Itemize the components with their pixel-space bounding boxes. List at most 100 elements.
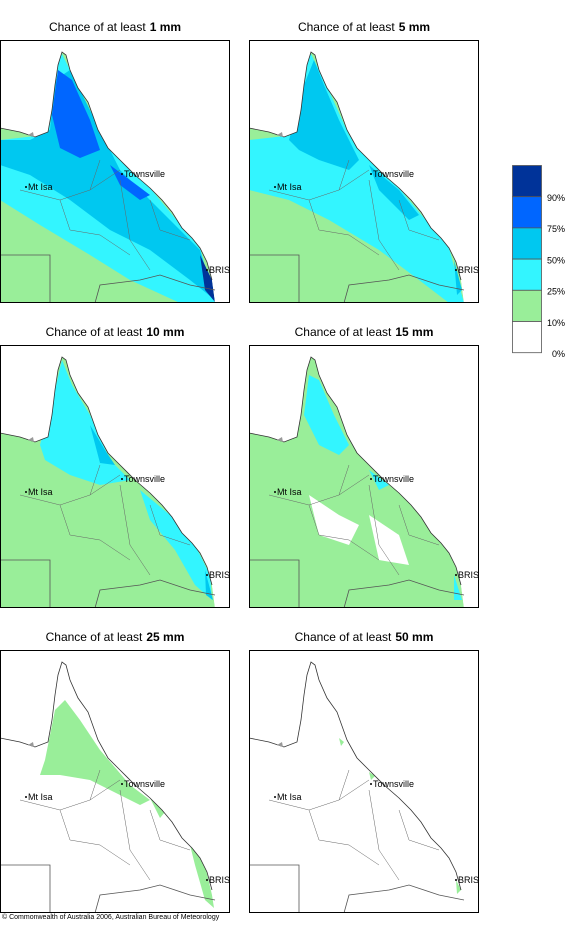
border [249, 864, 300, 913]
legend-label: 90% [547, 193, 565, 203]
place-marker [121, 173, 123, 175]
rain-zone [369, 772, 375, 780]
legend-label: 25% [547, 287, 565, 297]
district-line [119, 789, 151, 881]
legend-swatch [512, 165, 542, 198]
place-marker [25, 796, 27, 798]
island [28, 132, 34, 137]
border [94, 579, 216, 608]
title-text: Chance of at least [295, 630, 392, 644]
legend-label: 10% [547, 318, 565, 328]
rain-zones [0, 662, 215, 913]
place-label: BRIS [209, 570, 230, 580]
rain-zone [249, 662, 464, 913]
place-label: Townsville [373, 779, 414, 789]
legend-swatch [512, 227, 542, 260]
district-line [398, 504, 440, 546]
copyright: © Commonwealth of Australia 2006, Austra… [2, 913, 220, 921]
district-line [59, 809, 131, 866]
rain-amount: 10 mm [146, 325, 184, 339]
map-body [249, 650, 479, 913]
district-line [59, 199, 131, 256]
coastline [249, 356, 462, 586]
district-line [368, 179, 400, 271]
place-label: Townsville [373, 474, 414, 484]
rain-zone [309, 495, 359, 545]
border [343, 274, 465, 303]
legend-swatch [512, 321, 542, 354]
rain-zone [369, 515, 409, 565]
panel-title: Chance of at least 50 mm [295, 630, 434, 644]
place-label: Mt Isa [28, 182, 53, 192]
panel-title: Chance of at least 15 mm [295, 325, 434, 339]
rain-amount: 1 mm [150, 20, 181, 34]
place-label: Townsville [124, 779, 165, 789]
place-label: BRIS [458, 875, 479, 885]
place-marker [274, 186, 276, 188]
border [94, 884, 216, 913]
rain-zones [249, 52, 464, 303]
place-label: Mt Isa [277, 487, 302, 497]
place-marker [121, 783, 123, 785]
map-body [249, 345, 479, 608]
place-marker [25, 186, 27, 188]
district-line [338, 464, 350, 496]
rain-zones [249, 357, 464, 608]
legend-label: 50% [547, 255, 565, 265]
panel-title: Chance of at least 10 mm [46, 325, 185, 339]
map-body [0, 650, 230, 913]
border [0, 864, 51, 913]
district-line [338, 159, 350, 191]
district-line [19, 474, 121, 506]
title-text: Chance of at least [295, 325, 392, 339]
border [94, 274, 216, 303]
title-text: Chance of at least [46, 630, 143, 644]
place-marker [274, 491, 276, 493]
coastline [0, 661, 213, 891]
coastline [0, 356, 213, 586]
rain-zone [339, 738, 344, 746]
rain-zone [190, 845, 214, 908]
district-line [19, 169, 121, 201]
place-label: BRIS [458, 265, 479, 275]
district-line [19, 779, 121, 811]
place-marker [455, 879, 457, 881]
title-text: Chance of at least [49, 20, 146, 34]
rain-zone [454, 260, 462, 295]
panel-title: Chance of at least 5 mm [298, 20, 430, 34]
panel-frame [0, 40, 230, 303]
map-body [0, 40, 230, 303]
map-panel: Townsville Mt Isa BRIS [0, 40, 230, 303]
place-label: Townsville [124, 169, 165, 179]
coastline [249, 661, 462, 891]
rain-zone [150, 798, 165, 818]
district-line [59, 504, 131, 561]
title-text: Chance of at least [46, 325, 143, 339]
island [277, 132, 283, 137]
rain-zone [289, 60, 359, 170]
panel-frame [249, 345, 479, 608]
district-line [149, 199, 191, 241]
rain-zone [369, 165, 419, 220]
place-label: Townsville [124, 474, 165, 484]
district-line [149, 504, 191, 546]
place-label: BRIS [458, 570, 479, 580]
rain-zone [249, 357, 464, 608]
rain-zone [304, 375, 349, 455]
district-line [368, 789, 400, 881]
title-text: Chance of at least [298, 20, 395, 34]
island [277, 437, 283, 442]
border [249, 254, 300, 303]
district-line [149, 809, 191, 851]
rain-amount: 50 mm [395, 630, 433, 644]
place-marker [370, 478, 372, 480]
rain-zone [0, 70, 215, 300]
map-panel: Townsville Mt Isa BRIS [0, 650, 230, 913]
legend-label: 75% [547, 224, 565, 234]
map-body [0, 345, 230, 608]
legend-swatch [512, 258, 542, 291]
legend-label: 0% [552, 349, 565, 359]
panel-frame [249, 40, 479, 303]
rain-zone [369, 470, 389, 490]
